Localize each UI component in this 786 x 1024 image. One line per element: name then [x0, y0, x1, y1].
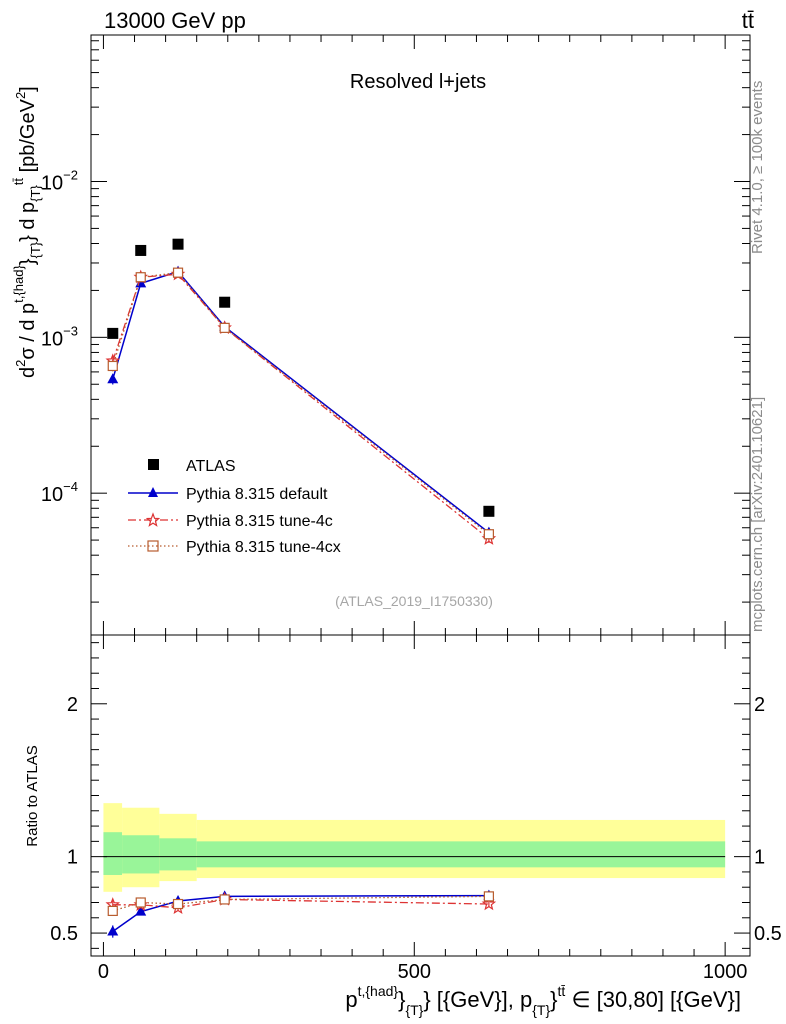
pythia-8-315-tune-4c-point	[481, 896, 497, 911]
atlas-point	[219, 296, 231, 308]
mcplots-source-label: mcplots.cern.ch [arXiv:2401.10621]	[749, 397, 766, 632]
legend-label-atlas: ATLAS	[186, 458, 236, 475]
pythia-8-315-tune-4cx-point	[107, 905, 118, 917]
ratio-uncertainty-bands	[103, 803, 726, 892]
atlas-point	[135, 244, 147, 256]
main-series-layer	[105, 238, 497, 545]
ratio-series-layer	[105, 889, 497, 938]
main-y-axis-label: d2σ / d pt,{had}}{T}} d p{T}tt̄ [pb/GeV2…	[11, 86, 43, 378]
pythia-8-315-tune-4cx-point	[483, 529, 494, 540]
pythia-8-315-tune-4cx-line	[112, 895, 489, 912]
legend-label-default: Pythia 8.315 default	[186, 486, 328, 503]
pythia-8-315-default-point	[135, 905, 147, 916]
main-y-tick-label: 10−4	[41, 479, 78, 506]
ratio-y-tick-label-right: 0.5	[754, 923, 782, 945]
ratio-band-inner	[196, 841, 726, 868]
panel-title: Resolved l+jets	[350, 71, 486, 93]
pythia-8-315-tune-4cx-point	[219, 322, 230, 333]
legend-label-tune4c: Pythia 8.315 tune-4c	[186, 513, 333, 530]
main-axis-ticks	[91, 35, 750, 635]
pythia-8-315-tune-4cx-point	[107, 360, 118, 372]
pythia-8-315-default-point	[107, 373, 119, 384]
legend-marker-tune4cx	[147, 540, 159, 552]
x-tick-label: 500	[398, 961, 431, 983]
x-axis-label: pt,{had}}{T}} [{GeV}], p{T}}tt̄ ∈ [30,80…	[345, 983, 741, 1018]
ratio-y-tick-label-left: 1	[67, 847, 78, 869]
ratio-tick-labels: 0.5 0.5 1 1 2 2 0 500 1000	[50, 694, 782, 983]
x-tick-label: 1000	[703, 961, 748, 983]
ratio-band-inner	[103, 832, 123, 875]
atlas-point	[107, 327, 119, 339]
legend-marker-default	[148, 487, 158, 497]
energy-label: 13000 GeV pp	[104, 8, 246, 33]
legend-label-tune4cx: Pythia 8.315 tune-4cx	[186, 539, 341, 556]
pythia-8-315-tune-4cx-point	[135, 272, 146, 283]
ratio-plot-frame	[90, 634, 751, 957]
atlas-point	[483, 505, 495, 517]
ratio-y-tick-label-right: 2	[754, 694, 765, 716]
ratio-y-tick-label-left: 2	[67, 694, 78, 716]
atlas-point	[172, 238, 184, 250]
legend-marker-atlas	[148, 459, 159, 470]
legend: ATLAS Pythia 8.315 default Pythia 8.315 …	[128, 458, 341, 556]
pythia-8-315-tune-4cx-point	[172, 267, 184, 278]
x-tick-label: 0	[98, 961, 109, 983]
main-y-tick-labels: 10−4 10−3 10−2	[41, 167, 78, 506]
process-label: tt̄	[742, 8, 754, 33]
legend-marker-tune4c	[145, 512, 161, 527]
pythia-8-315-tune-4cx-point	[483, 891, 494, 902]
main-panel: Resolved l+jets 10−4 10−3 10−2 (ATLAS_2019…	[11, 34, 751, 636]
pythia-8-315-tune-4c-line	[112, 273, 490, 540]
ratio-y-tick-label-left: 0.5	[50, 923, 78, 945]
ratio-band-inner	[159, 838, 197, 871]
pythia-8-315-tune-4cx-point	[135, 897, 146, 908]
pythia-8-315-tune-4cx-point	[172, 898, 184, 910]
ratio-y-tick-label-right: 1	[754, 847, 765, 869]
ratio-axis-ticks	[91, 635, 750, 956]
pythia-8-315-default-point	[107, 925, 119, 936]
ratio-panel: 0.5 0.5 1 1 2 2 0 500 1000 Ratio to ATLAS pt,{ha…	[24, 634, 782, 1018]
pythia-8-315-tune-4cx-point	[219, 894, 230, 905]
main-y-tick-label: 10−2	[41, 167, 78, 194]
main-y-tick-label: 10−3	[41, 323, 78, 350]
ratio-band-inner	[122, 835, 160, 874]
analysis-id: (ATLAS_2019_I1750330)	[335, 593, 493, 609]
ratio-y-axis-label: Ratio to ATLAS	[24, 745, 41, 846]
rivet-version-label: Rivet 4.1.0, ≥ 100k events	[749, 81, 766, 254]
